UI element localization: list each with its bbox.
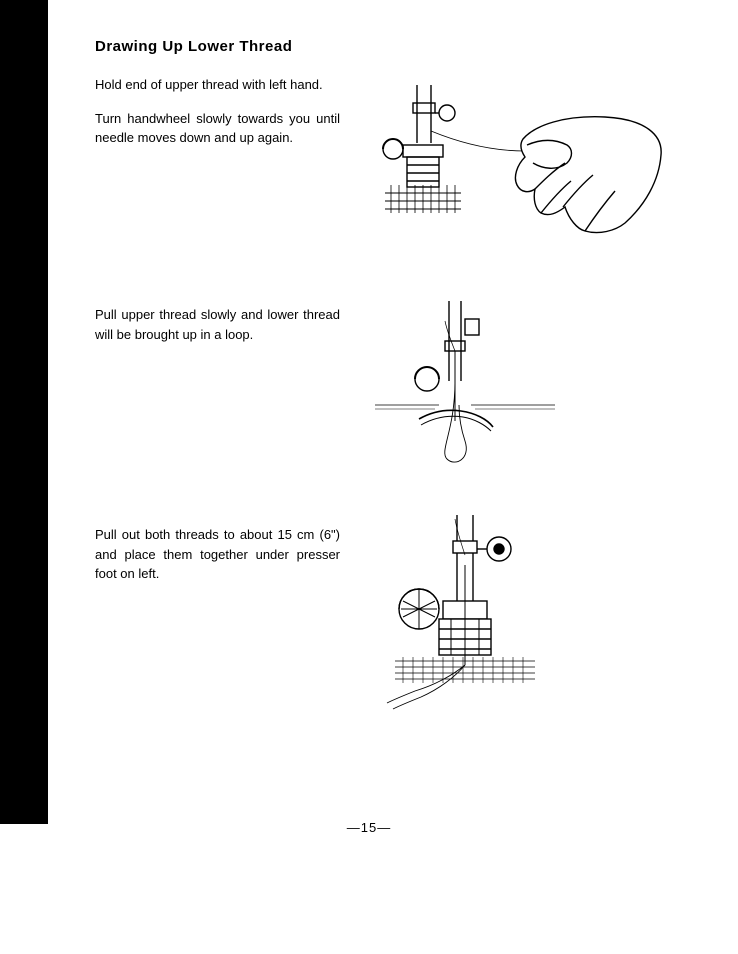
page-heading: Drawing Up Lower Thread (95, 38, 665, 55)
section-2: Pull upper thread slowly and lower threa… (95, 305, 665, 525)
section-2-para-1: Pull upper thread slowly and lower threa… (95, 305, 340, 344)
left-black-bar (0, 0, 48, 824)
illustration-thread-loop (375, 301, 555, 471)
section-1: Hold end of upper thread with left hand.… (95, 75, 665, 305)
section-3: Pull out both threads to about 15 cm (6"… (95, 525, 665, 765)
page-number: —15— (0, 820, 738, 835)
section-1-para-2: Turn handwheel slowly towards you until … (95, 109, 340, 148)
threads-under-foot-icon (365, 515, 565, 725)
thread-loop-icon (375, 301, 555, 471)
section-1-para-1: Hold end of upper thread with left hand. (95, 75, 340, 95)
presser-foot-hand-icon (345, 85, 665, 265)
section-3-para-1: Pull out both threads to about 15 cm (6"… (95, 525, 340, 584)
page-content: Drawing Up Lower Thread Hold end of uppe… (95, 38, 665, 765)
illustration-presser-foot-hand (345, 85, 665, 265)
illustration-threads-under-foot (365, 515, 565, 725)
